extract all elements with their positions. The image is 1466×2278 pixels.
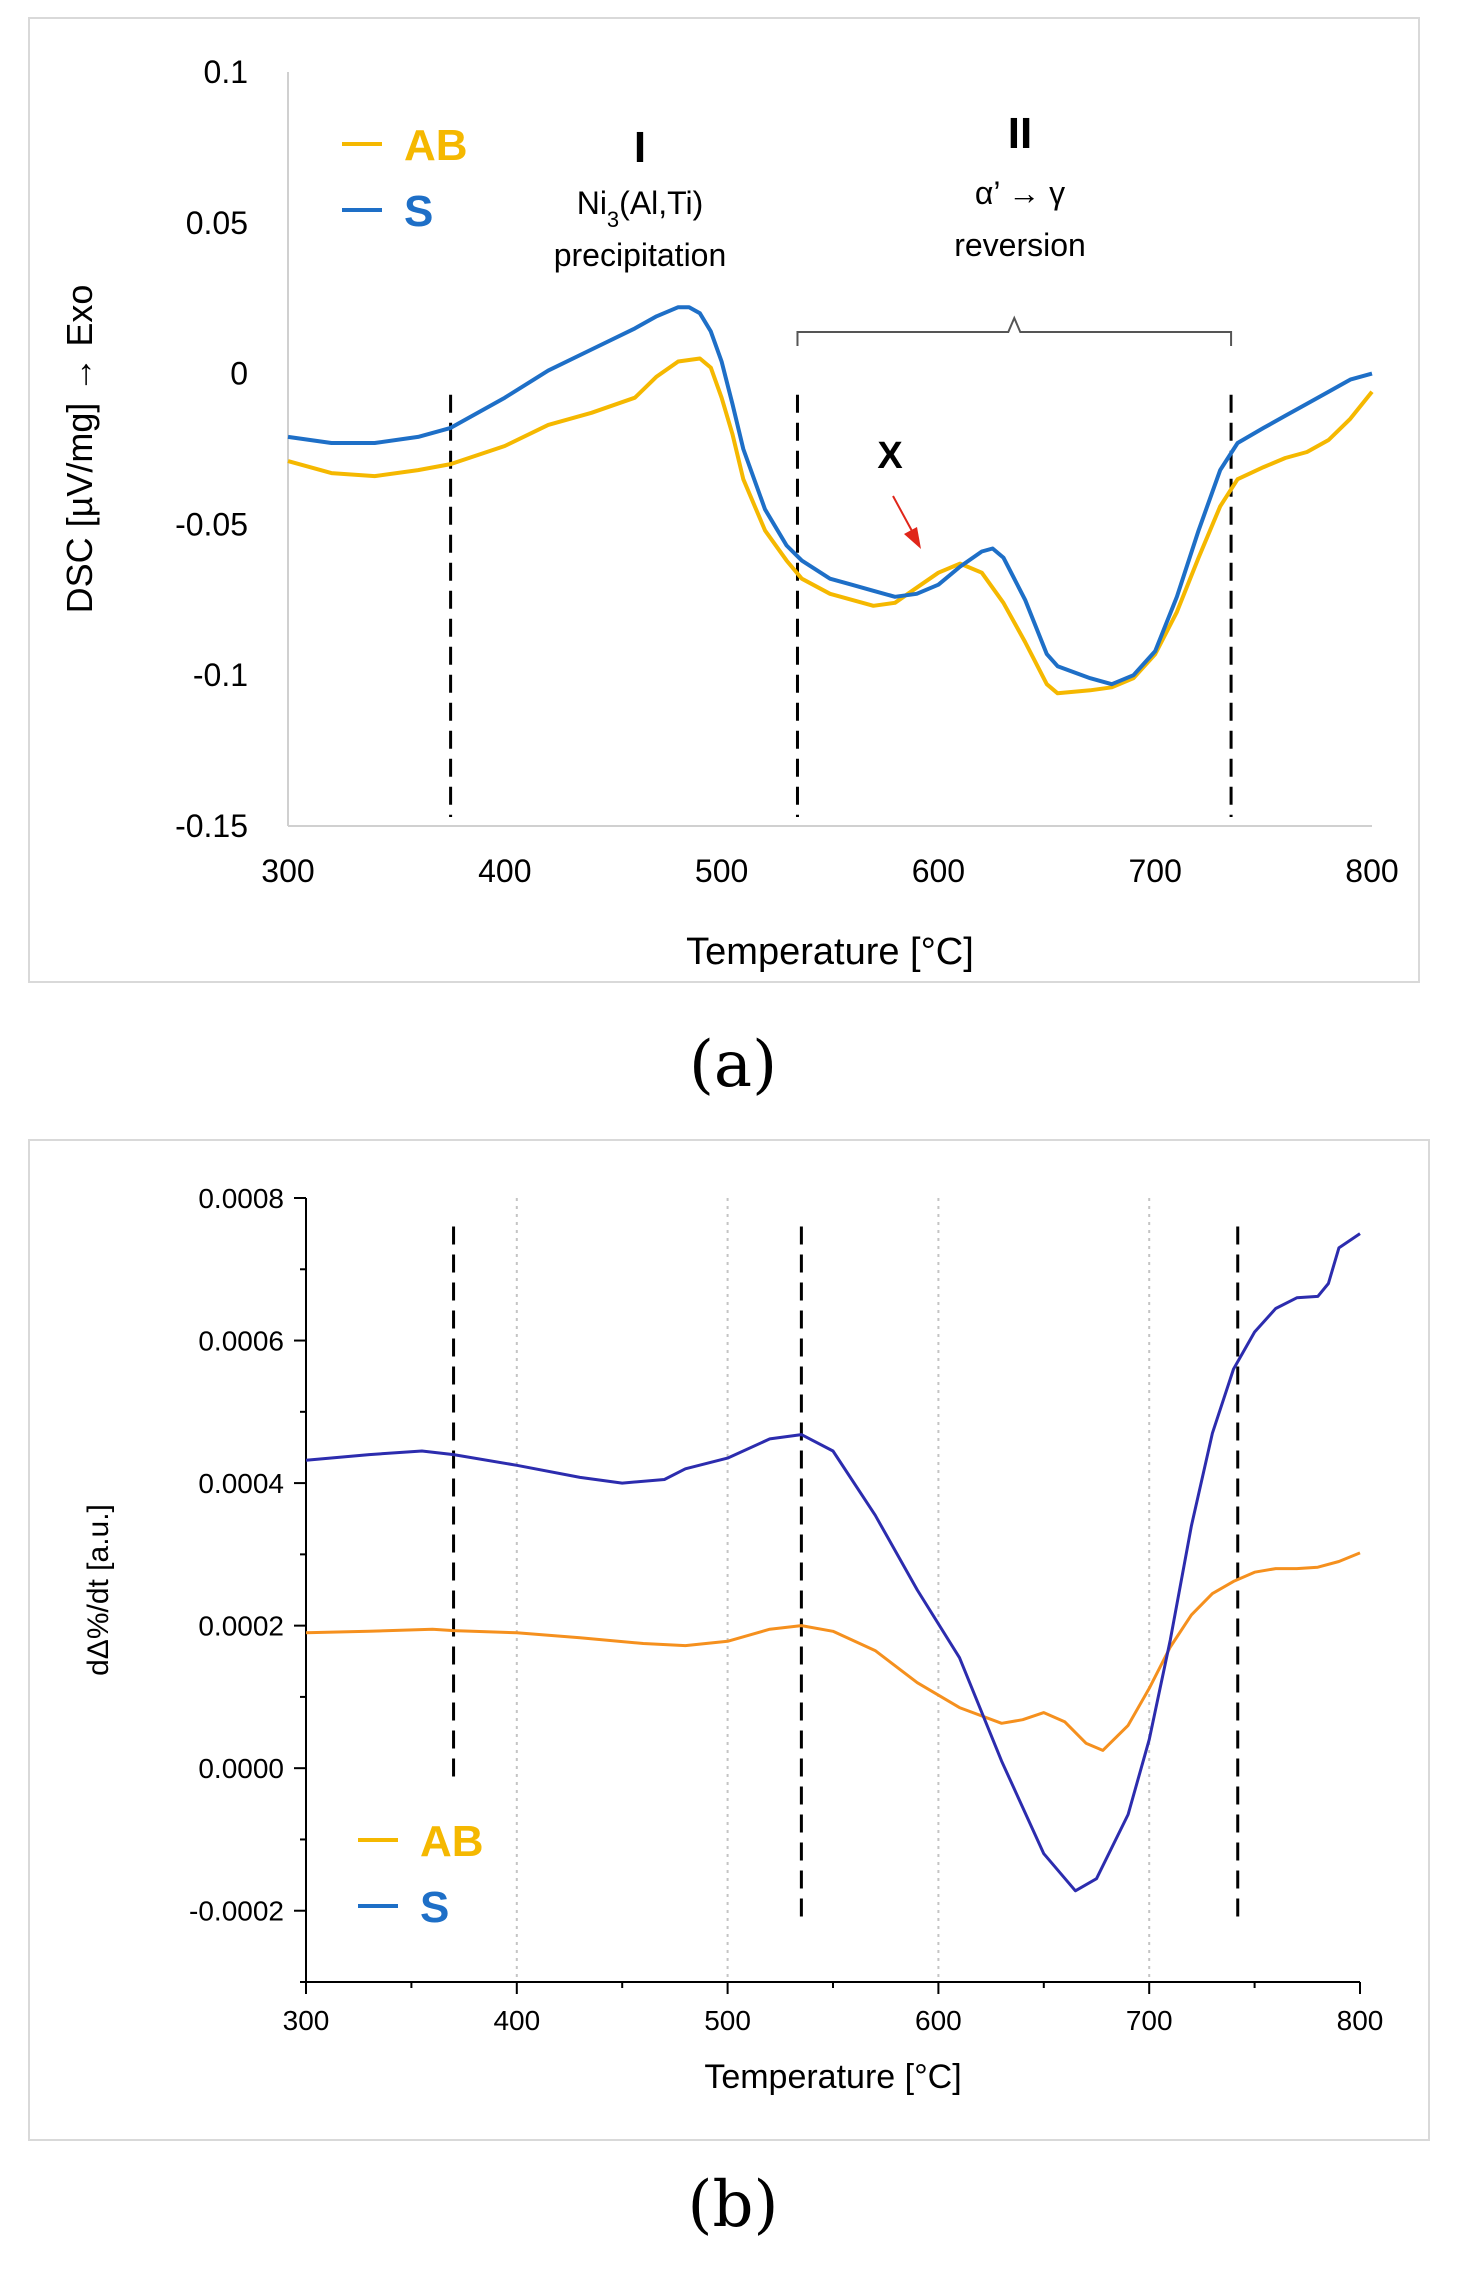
y-tick-label: 0.0006 (198, 1326, 284, 1357)
dtg-chart-svg: -0.0002 0.0000 0.0002 0.0004 0.0006 0.0008 300… (28, 1139, 1430, 2141)
y-tick-label: -0.05 (175, 506, 248, 542)
y-axis-title: DSC [µV/mg] → Exo (59, 285, 100, 614)
x-tick-label: 400 (493, 2005, 540, 2036)
y-tick-label: 0 (230, 356, 248, 392)
caption-a: (a) (0, 1028, 1466, 1102)
y-tick-label: 0.0008 (198, 1183, 284, 1214)
legend-label-s: S (420, 1883, 449, 1932)
region2-numeral: II (1008, 109, 1032, 158)
x-tick-label: 700 (1126, 2005, 1173, 2036)
region1-text: precipitation (554, 237, 727, 273)
legend-label-ab: AB (420, 1817, 484, 1866)
chart-frame (28, 17, 1420, 983)
y-tick-label: 0.0002 (198, 1611, 284, 1642)
region2-text: reversion (954, 227, 1086, 263)
region1-numeral: I (634, 123, 646, 172)
y-tick-label: -0.15 (175, 808, 248, 844)
marker-arrow-head (904, 527, 921, 549)
y-tick-label: 0.05 (186, 205, 248, 241)
x-tick-label: 700 (1129, 853, 1182, 889)
series-line-ab (305, 1551, 1361, 1752)
x-tick-label: 300 (261, 853, 314, 889)
legend-label-ab: AB (404, 121, 468, 170)
y-tick-label: 0.0004 (198, 1468, 284, 1499)
y-tick-label: 0.1 (204, 54, 248, 90)
region2-formula: α’ → γ (975, 175, 1065, 211)
region1-formula: Ni3(Al,Ti) (577, 185, 704, 232)
series-line-s (305, 1232, 1361, 1893)
y-axis-title: dΔ%/dt [a.u.] (82, 1504, 115, 1676)
x-tick-label: 400 (478, 853, 531, 889)
caption-b: (b) (0, 2168, 1466, 2242)
marker-arrow-shaft (892, 495, 913, 532)
y-tick-label: -0.0002 (189, 1896, 284, 1927)
x-tick-label: 500 (704, 2005, 751, 2036)
legend-label-s: S (404, 187, 433, 236)
series-line-ab (287, 356, 1374, 696)
caption-b-text: (b) (687, 2168, 779, 2242)
y-tick-label: 0.0000 (198, 1753, 284, 1784)
x-tick-label: 600 (915, 2005, 962, 2036)
region2-brace (796, 315, 1233, 346)
dsc-chart-panel: -0.15 -0.1 -0.05 0 0.05 0.1 300 400 500 600 700 800… (0, 0, 1466, 1120)
x-axis-title: Temperature [°C] (704, 2058, 961, 2096)
marker-x-label: X (877, 435, 903, 477)
y-tick-label: -0.1 (193, 657, 248, 693)
x-tick-label: 600 (912, 853, 965, 889)
x-axis-title: Temperature [°C] (686, 931, 974, 973)
x-tick-label: 300 (283, 2005, 330, 2036)
x-tick-label: 800 (1345, 853, 1398, 889)
x-tick-label: 800 (1337, 2005, 1384, 2036)
dsc-chart-svg: -0.15 -0.1 -0.05 0 0.05 0.1 300 400 500 600 700 800… (28, 17, 1420, 983)
series-line-s (287, 305, 1373, 687)
caption-a-text: (a) (688, 1028, 778, 1102)
dtg-chart-panel: -0.0002 0.0000 0.0002 0.0004 0.0006 0.0008 300… (0, 1120, 1466, 2160)
x-tick-label: 500 (695, 853, 748, 889)
